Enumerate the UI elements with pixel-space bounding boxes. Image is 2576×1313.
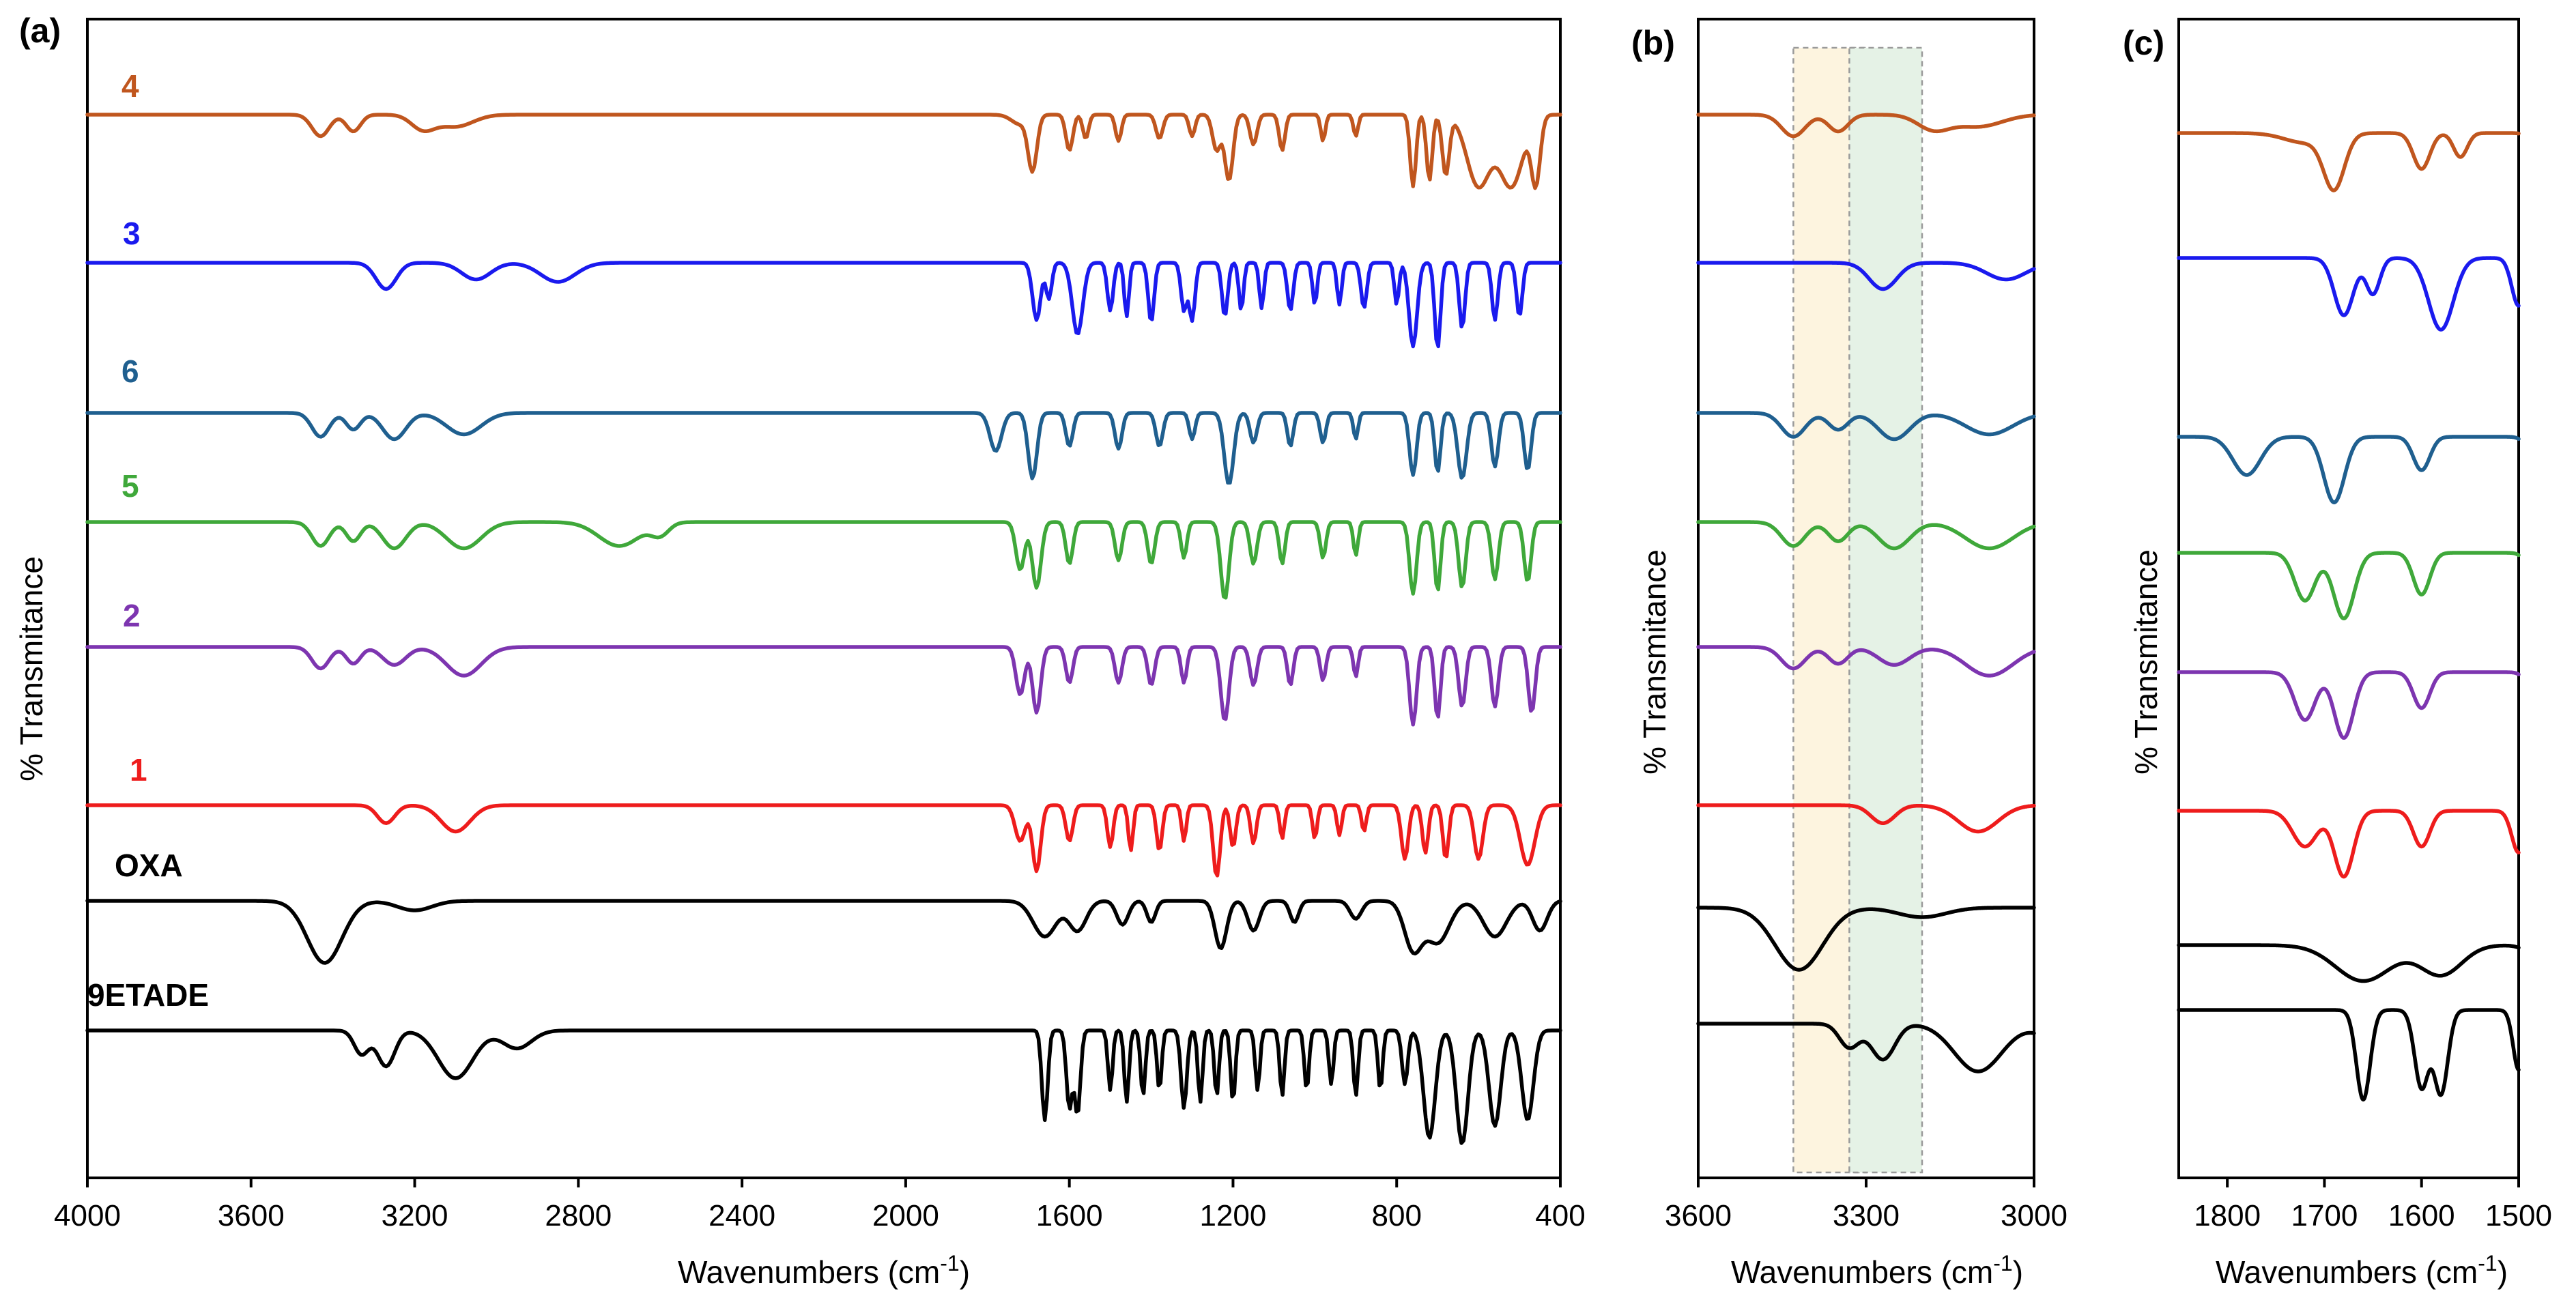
x-tick-label: 2000 [872,1199,939,1232]
panel-b-traces [1696,113,2036,1073]
x-tick-label: 2800 [545,1199,612,1232]
panel-b-trace-2 [1696,645,2036,678]
x-tick-label: 1500 [2485,1199,2552,1232]
highlight-band-2 [1848,46,1923,1174]
panel-a-trace-5 [85,520,1562,600]
panel-a-trace-1 [85,803,1562,878]
series-label-oxa: OXA [115,848,183,883]
panel-a-trace-2 [85,645,1562,727]
panel-b-x-axis-title: Wavenumbers (cm-1) [1731,1251,2023,1290]
panel-c-trace-2 [2177,670,2521,740]
x-tick-label: 1800 [2194,1199,2261,1232]
panel-a-trace-6 [85,411,1562,485]
panel-a-traces: 4 3 6 5 2 1 OXA 9ETADE [85,68,1562,1145]
series-label-3: 3 [123,216,141,251]
x-tick-label: 1600 [2388,1199,2455,1232]
x-tick-label: 3300 [1833,1199,1900,1232]
series-label-9etade: 9ETADE [87,977,209,1013]
panel-b-trace-3 [1696,261,2036,291]
panel-c-trace-oxa [2177,943,2521,983]
x-tick-label: 1600 [1036,1199,1103,1232]
panel-a-x-axis-title: Wavenumbers (cm-1) [678,1251,970,1290]
x-tick-label: 400 [1535,1199,1585,1232]
series-label-6: 6 [121,354,139,389]
panel-c-trace-6 [2177,435,2521,505]
x-tick-label: 1700 [2291,1199,2358,1232]
panel-b-trace-5 [1696,520,2036,551]
panel-a-label: (a) [19,12,61,50]
panel-a-y-axis-title: % Transmitance [14,556,49,781]
x-tick-label: 3200 [382,1199,448,1232]
series-label-5: 5 [121,468,139,504]
panel-c-plot-frame [2177,18,2520,1179]
panel-a-x-ticks: 4000 3600 3200 2800 2400 2000 1600 1200 800 400 [54,1178,1586,1232]
panel-b-trace-4 [1696,113,2036,139]
series-label-4: 4 [121,68,139,104]
x-tick-label: 3600 [1665,1199,1732,1232]
panel-a-trace-oxa [85,899,1562,965]
x-tick-label: 800 [1372,1199,1422,1232]
panel-b-trace-6 [1696,411,2036,442]
panel-c-trace-9etade [2177,1008,2521,1102]
panel-a-trace-4 [85,113,1562,190]
panel-c-label: (c) [2123,24,2164,62]
panel-a-trace-3 [85,261,1562,349]
panel-b-x-ticks: 3600 3300 3000 [1665,1178,2067,1232]
panel-a-plot-frame [86,18,1562,1179]
panel-c: (c) % Transmitance 1800 1700 1600 1500 Wave… [2123,18,2552,1290]
panel-c-x-ticks: 1800 1700 1600 1500 [2194,1178,2552,1232]
x-tick-label: 2400 [709,1199,775,1232]
panel-c-trace-4 [2177,131,2521,192]
x-tick-label: 3600 [218,1199,285,1232]
panel-b-highlight-bands [1792,46,1923,1174]
panel-b-trace-9etade [1696,1022,2036,1073]
panel-b-label: (b) [1631,24,1675,62]
panel-c-traces [2177,131,2521,1102]
panel-c-trace-5 [2177,551,2521,621]
x-tick-label: 1200 [1199,1199,1266,1232]
panel-c-y-axis-title: % Transmitance [2128,549,2164,775]
x-tick-label: 4000 [54,1199,121,1232]
x-tick-label: 3000 [2001,1199,2067,1232]
panel-b-y-axis-title: % Transmitance [1637,549,1672,775]
panel-a-trace-9etade [85,1028,1562,1145]
series-label-2: 2 [123,598,141,633]
panel-c-x-axis-title: Wavenumbers (cm-1) [2216,1251,2508,1290]
panel-a: (a) % Transmitance 4 3 6 5 2 1 OXA 9ETADE 4000 3… [14,12,1586,1290]
panel-b-trace-oxa [1696,906,2036,972]
panel-b-trace-1 [1696,803,2036,834]
series-label-1: 1 [130,752,147,788]
panel-c-trace-3 [2177,256,2521,332]
panel-b: (b) % Transmitance 3600 3300 3000 Wavenumb… [1631,18,2067,1290]
panel-c-trace-1 [2177,809,2521,879]
